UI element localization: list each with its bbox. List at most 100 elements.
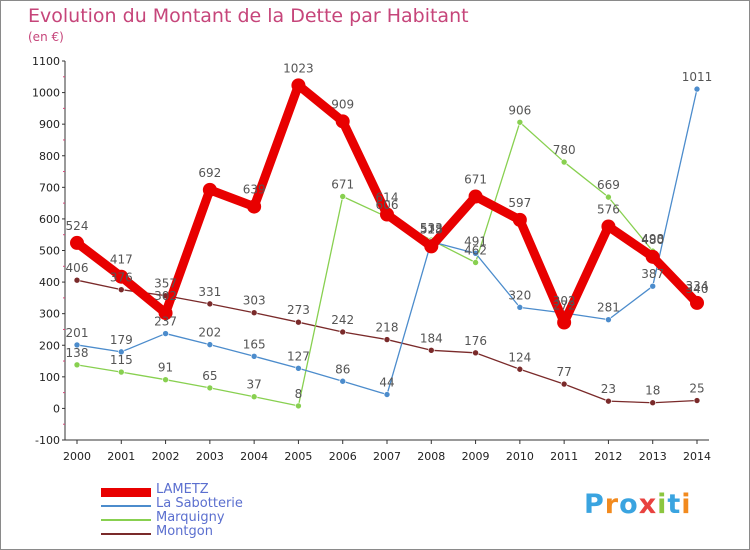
x-tick-label: 2001 <box>107 450 135 463</box>
data-label: 576 <box>597 202 620 216</box>
x-tick-label: 2006 <box>329 450 357 463</box>
data-label: 302 <box>553 294 576 308</box>
data-point <box>645 249 660 264</box>
data-label: 780 <box>553 143 576 157</box>
x-tick-label: 2000 <box>63 450 91 463</box>
data-label: 138 <box>66 346 89 360</box>
data-label: 513 <box>420 222 443 236</box>
y-tick-label: 1100 <box>32 55 60 68</box>
logo-letter: P <box>584 489 605 520</box>
data-point <box>206 300 214 308</box>
data-point <box>468 189 483 204</box>
data-point <box>117 286 125 293</box>
data-label: 639 <box>243 183 266 197</box>
data-point <box>690 295 704 310</box>
data-point <box>73 276 81 284</box>
data-point <box>73 341 81 349</box>
line-chart: -100 0 100 200 300 400 500 600 700 800 900 1000 1100… <box>32 55 713 463</box>
data-point <box>557 315 572 330</box>
data-point <box>512 212 527 227</box>
data-label: 671 <box>464 172 487 186</box>
data-point <box>250 393 258 401</box>
data-label: 86 <box>335 362 350 376</box>
data-label: 340 <box>686 282 709 296</box>
data-point <box>339 193 347 200</box>
data-label: 406 <box>66 261 89 275</box>
data-label: 597 <box>508 196 531 210</box>
data-point <box>250 353 258 360</box>
data-point <box>472 250 479 257</box>
data-point <box>206 341 214 348</box>
series-lametz <box>70 78 704 330</box>
y-tick-label: 300 <box>39 308 60 321</box>
x-tick-label: 2010 <box>506 450 534 463</box>
legend-label: LAMETZ <box>156 482 209 497</box>
data-label: 115 <box>110 353 133 367</box>
data-label: 387 <box>641 267 664 281</box>
legend-swatch <box>101 533 151 535</box>
x-tick-label: 2014 <box>683 450 711 463</box>
data-label: 334 <box>686 279 709 293</box>
axes: -100 0 100 200 300 400 500 600 700 800 900 1000 1100… <box>32 55 711 463</box>
data-label: 23 <box>601 382 616 396</box>
data-label: 65 <box>202 369 217 383</box>
data-point <box>601 219 616 234</box>
data-label: 242 <box>331 313 354 327</box>
data-label: 692 <box>198 166 221 180</box>
data-point <box>380 207 394 222</box>
data-label: 614 <box>376 190 399 204</box>
data-label: 302 <box>154 289 177 303</box>
data-point <box>605 397 612 405</box>
logo-letter: o <box>619 489 639 520</box>
data-label: 8 <box>295 387 303 401</box>
y-tick-label: 500 <box>39 245 60 258</box>
data-labels: 406 376 357 331 303 273 242 218 184 176 124 77 23 18 2… <box>66 61 713 401</box>
data-label: 127 <box>287 349 310 363</box>
logo-letter: x <box>638 489 658 520</box>
data-point <box>472 349 479 357</box>
data-label: 201 <box>66 326 89 340</box>
data-point <box>114 269 129 284</box>
data-point <box>206 384 214 392</box>
data-label: 184 <box>420 331 443 345</box>
x-tick-label: 2004 <box>240 450 268 463</box>
data-label: 524 <box>66 219 89 233</box>
data-label: 1023 <box>283 61 314 75</box>
data-label: 533 <box>420 221 443 235</box>
x-tick-label: 2009 <box>462 450 490 463</box>
data-point <box>202 182 217 197</box>
data-label: 202 <box>198 326 221 340</box>
data-label: 906 <box>508 103 531 117</box>
data-label: 376 <box>110 271 133 285</box>
data-point <box>339 328 347 336</box>
y-tick-label: 900 <box>39 118 60 131</box>
data-point <box>247 199 262 214</box>
data-label: 179 <box>110 333 133 347</box>
data-point <box>516 365 524 373</box>
data-label: 669 <box>597 178 620 192</box>
x-tick-label: 2002 <box>152 450 180 463</box>
data-point <box>162 376 169 383</box>
data-point <box>295 365 302 372</box>
data-label: 124 <box>508 350 531 364</box>
data-label: 218 <box>376 321 399 335</box>
data-label: 491 <box>464 234 487 248</box>
data-point <box>70 235 84 250</box>
data-label: 498 <box>641 232 664 246</box>
y-tick-label: 700 <box>39 181 60 194</box>
x-tick-label: 2013 <box>639 450 667 463</box>
data-point <box>560 158 568 166</box>
data-label: 331 <box>198 285 221 299</box>
x-tick-label: 2012 <box>594 450 622 463</box>
data-label: 77 <box>557 365 572 379</box>
data-label: 237 <box>154 315 177 329</box>
data-point <box>158 306 173 321</box>
data-point <box>295 402 302 410</box>
legend-swatch <box>101 519 151 521</box>
data-label: 91 <box>158 361 173 375</box>
data-label: 671 <box>331 177 354 191</box>
data-point <box>162 330 169 337</box>
data-label: 320 <box>508 288 531 302</box>
legend-label: Montgon <box>156 524 213 539</box>
data-point <box>291 78 306 93</box>
